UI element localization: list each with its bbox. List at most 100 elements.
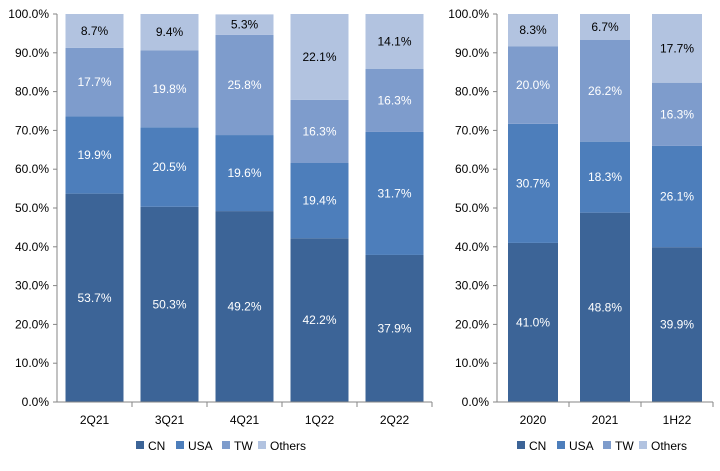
legend-swatch-left-Others	[258, 441, 266, 449]
data-label-left-4Q21-CN: 49.2%	[227, 300, 261, 314]
bar-right-1H22-TW	[652, 82, 702, 146]
data-label-right-2020-Others: 8.3%	[519, 23, 547, 37]
bar-right-1H22-Others	[652, 14, 702, 83]
legend-label-left-CN: CN	[148, 439, 165, 453]
bar-right-2021-USA	[580, 141, 630, 213]
y-tick-label-right-1: 10.0%	[455, 356, 489, 370]
x-tick-label-right-2021: 2021	[592, 413, 619, 427]
bar-left-2Q22-TW	[365, 68, 424, 132]
data-label-left-2Q22-TW: 16.3%	[377, 93, 411, 107]
bar-left-2Q21-TW	[65, 47, 124, 117]
y-tick-label-left-3: 30.0%	[15, 279, 49, 293]
x-tick-label-left-1Q22: 1Q22	[305, 413, 335, 427]
data-label-right-2021-Others: 6.7%	[591, 20, 619, 34]
data-label-left-2Q21-TW: 17.7%	[77, 75, 111, 89]
y-tick-label-right-7: 70.0%	[455, 123, 489, 137]
data-label-left-1Q22-CN: 42.2%	[302, 313, 336, 327]
data-label-left-2Q21-Others: 8.7%	[81, 24, 109, 38]
legend-label-right-CN: CN	[529, 439, 546, 453]
bar-right-1H22-CN	[652, 247, 702, 402]
bar-right-2020-USA	[508, 123, 558, 243]
bar-left-1Q22-TW	[290, 99, 349, 163]
data-label-right-2021-CN: 48.8%	[588, 300, 622, 314]
y-tick-label-left-4: 40.0%	[15, 240, 49, 254]
data-label-left-2Q21-USA: 19.9%	[77, 148, 111, 162]
legend-label-right-USA: USA	[569, 439, 594, 453]
data-label-left-3Q21-USA: 20.5%	[152, 160, 186, 174]
data-label-right-2021-USA: 18.3%	[588, 170, 622, 184]
bar-left-2Q22-USA	[365, 131, 424, 255]
data-label-right-1H22-Others: 17.7%	[660, 41, 694, 55]
y-tick-label-right-2: 20.0%	[455, 317, 489, 331]
legend-swatch-right-CN	[517, 441, 525, 449]
legend-swatch-right-TW	[603, 441, 611, 449]
bar-left-3Q21-USA	[140, 127, 199, 207]
legend-label-right-TW: TW	[615, 439, 634, 453]
y-tick-label-left-9: 90.0%	[15, 46, 49, 60]
y-tick-label-left-5: 50.0%	[15, 201, 49, 215]
data-label-right-2021-TW: 26.2%	[588, 84, 622, 98]
data-label-left-2Q22-Others: 14.1%	[377, 34, 411, 48]
y-tick-label-right-5: 50.0%	[455, 201, 489, 215]
x-tick-label-left-3Q21: 3Q21	[155, 413, 185, 427]
data-label-right-1H22-USA: 26.1%	[660, 190, 694, 204]
y-tick-label-right-10: 100.0%	[448, 7, 489, 21]
y-tick-label-right-4: 40.0%	[455, 240, 489, 254]
y-tick-label-right-8: 80.0%	[455, 85, 489, 99]
y-tick-label-left-6: 60.0%	[15, 162, 49, 176]
legend-swatch-right-USA	[557, 441, 565, 449]
bar-right-2020-TW	[508, 46, 558, 124]
data-label-left-2Q22-CN: 37.9%	[377, 321, 411, 335]
bar-left-2Q21-Others	[65, 14, 124, 48]
legend-label-right-Others: Others	[651, 439, 687, 453]
legend-label-left-Others: Others	[270, 439, 306, 453]
data-label-left-1Q22-TW: 16.3%	[302, 124, 336, 138]
bar-right-2021-TW	[580, 39, 630, 142]
y-tick-label-right-0: 0.0%	[462, 395, 490, 409]
legend-swatch-right-Others	[639, 441, 647, 449]
data-label-left-1Q22-USA: 19.4%	[302, 194, 336, 208]
y-tick-label-left-8: 80.0%	[15, 85, 49, 99]
y-tick-label-left-1: 10.0%	[15, 356, 49, 370]
x-tick-label-right-2020: 2020	[520, 413, 547, 427]
data-label-right-2020-TW: 20.0%	[516, 78, 550, 92]
y-tick-label-left-7: 70.0%	[15, 123, 49, 137]
bar-left-1Q22-CN	[290, 238, 349, 402]
legend-swatch-left-USA	[176, 441, 184, 449]
data-label-left-2Q22-USA: 31.7%	[377, 186, 411, 200]
bar-left-3Q21-TW	[140, 50, 199, 128]
x-tick-label-left-4Q21: 4Q21	[230, 413, 260, 427]
bar-right-2020-CN	[508, 242, 558, 402]
data-label-left-4Q21-Others: 5.3%	[231, 18, 259, 32]
legend-swatch-left-TW	[222, 441, 230, 449]
data-label-left-4Q21-USA: 19.6%	[227, 166, 261, 180]
bar-left-3Q21-CN	[140, 206, 199, 402]
y-tick-label-right-3: 30.0%	[455, 279, 489, 293]
y-tick-label-left-10: 100.0%	[8, 7, 49, 21]
y-tick-label-left-0: 0.0%	[22, 395, 50, 409]
y-tick-label-right-9: 90.0%	[455, 46, 489, 60]
bar-left-2Q21-CN	[65, 193, 124, 402]
bar-left-4Q21-CN	[215, 211, 274, 402]
data-label-left-3Q21-Others: 9.4%	[156, 25, 184, 39]
y-tick-label-left-2: 20.0%	[15, 317, 49, 331]
bar-left-1Q22-USA	[290, 162, 349, 239]
bar-left-2Q22-CN	[365, 254, 424, 402]
data-label-left-2Q21-CN: 53.7%	[77, 291, 111, 305]
bar-right-2021-CN	[580, 212, 630, 402]
data-label-left-3Q21-CN: 50.3%	[152, 297, 186, 311]
bar-left-3Q21-Others	[140, 14, 199, 51]
data-label-left-4Q21-TW: 25.8%	[227, 78, 261, 92]
x-tick-label-right-1H22: 1H22	[663, 413, 692, 427]
data-label-left-1Q22-Others: 22.1%	[302, 50, 336, 64]
bar-right-1H22-USA	[652, 145, 702, 248]
bar-left-4Q21-Others	[215, 14, 274, 35]
data-label-right-1H22-CN: 39.9%	[660, 318, 694, 332]
legend-swatch-left-CN	[136, 441, 144, 449]
legend-label-left-USA: USA	[188, 439, 213, 453]
data-label-right-2020-USA: 30.7%	[516, 176, 550, 190]
bar-left-2Q21-USA	[65, 116, 124, 194]
data-label-left-3Q21-TW: 19.8%	[152, 82, 186, 96]
